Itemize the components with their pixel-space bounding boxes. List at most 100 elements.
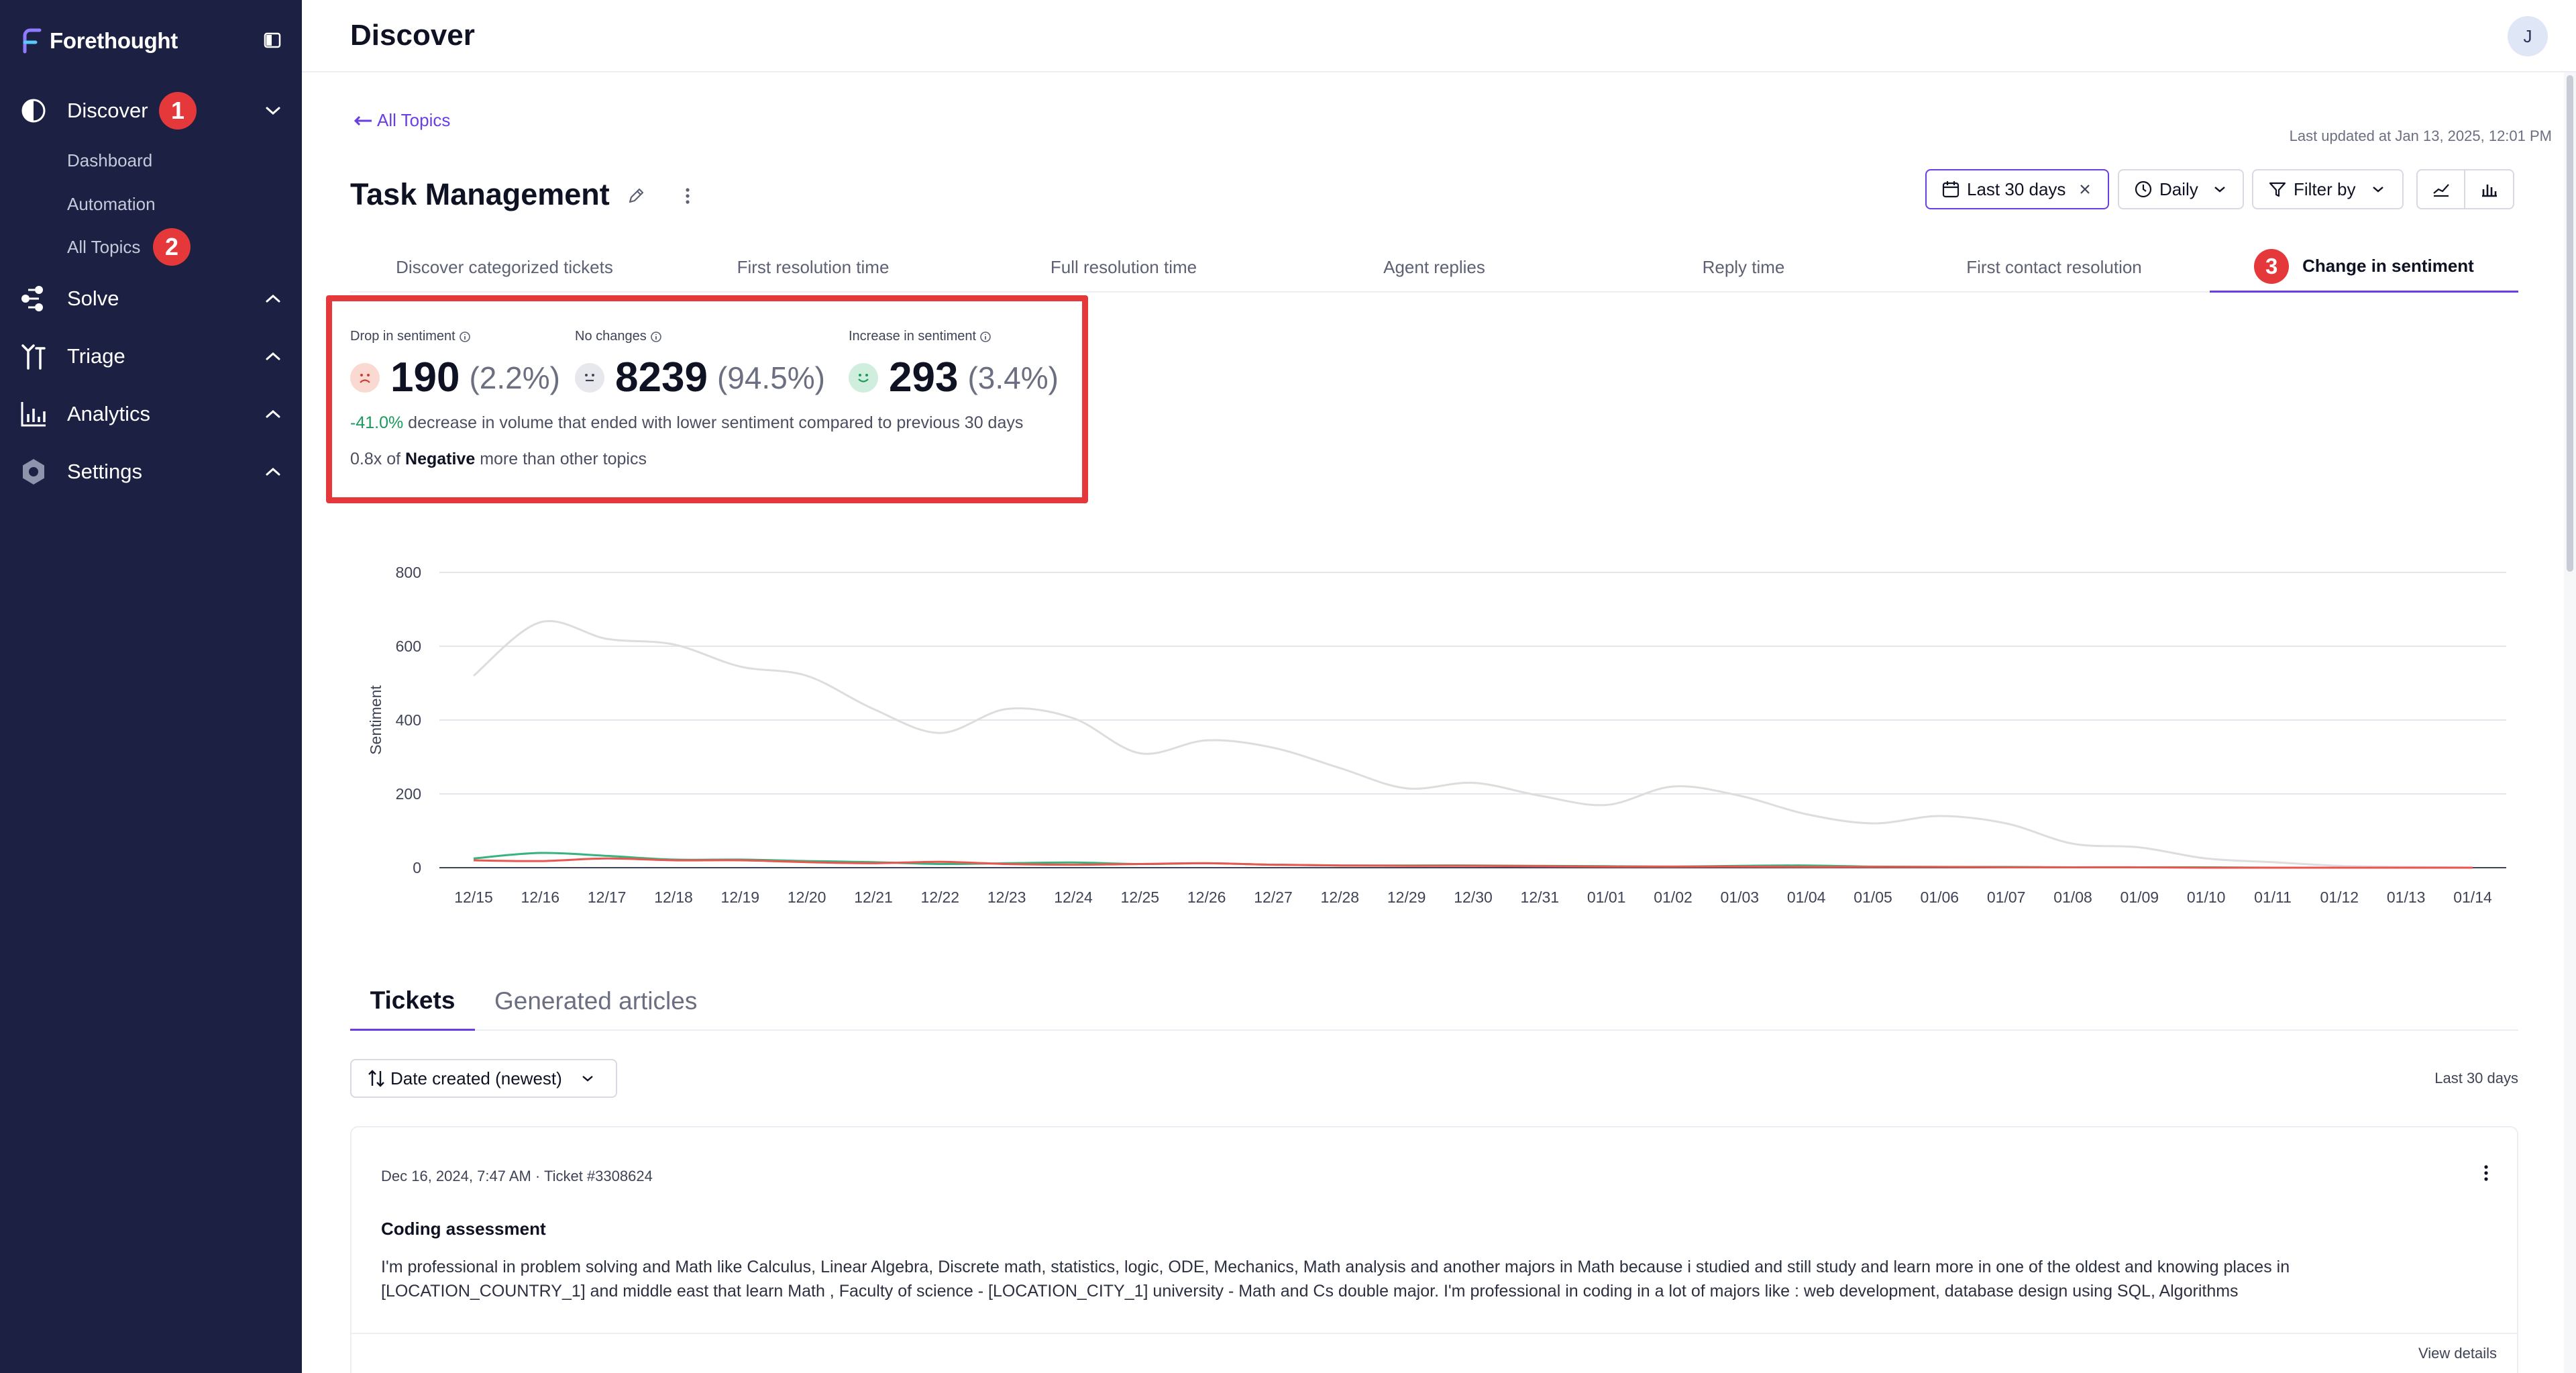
series-line-0[interactable] bbox=[473, 620, 2473, 869]
chevron-down-icon[interactable] bbox=[262, 99, 284, 122]
sidebar-item-discover[interactable]: Discover bbox=[0, 87, 302, 134]
more-vertical-icon bbox=[2484, 1165, 2488, 1181]
ticket-more-button[interactable] bbox=[2473, 1160, 2500, 1186]
chevron-up-icon[interactable] bbox=[262, 345, 284, 368]
ticket-card[interactable]: Dec 16, 2024, 7:47 AM · Ticket #3308624 … bbox=[350, 1126, 2518, 1373]
back-to-all-topics-link[interactable]: All Topics bbox=[353, 110, 450, 131]
x-tick-label: 12/21 bbox=[854, 888, 893, 906]
tab-generated-articles[interactable]: Generated articles bbox=[494, 987, 698, 1015]
ticket-body: I'm professional in problem solving and … bbox=[381, 1258, 2290, 1301]
step-badge-2: 2 bbox=[153, 228, 191, 266]
filter-dropdown[interactable]: Filter by bbox=[2252, 169, 2404, 209]
bar-chart-toggle[interactable] bbox=[2465, 170, 2513, 208]
highlight-box bbox=[326, 295, 1088, 503]
calendar-icon bbox=[1942, 181, 1960, 198]
x-tick-label: 01/14 bbox=[2453, 888, 2492, 906]
step-badge-1: 1 bbox=[159, 92, 197, 130]
bar-chart-icon bbox=[2481, 185, 2497, 197]
x-tick-label: 12/23 bbox=[987, 888, 1026, 906]
sidebar-item-triage[interactable]: Triage bbox=[0, 333, 302, 380]
x-tick-label: 01/13 bbox=[2387, 888, 2426, 906]
chevron-down-icon bbox=[2371, 185, 2385, 194]
metric-label: Drop in sentiment bbox=[350, 329, 455, 344]
clear-date-range-icon[interactable] bbox=[2079, 183, 2091, 195]
sad-face-icon bbox=[350, 362, 380, 393]
x-tick-label: 12/27 bbox=[1254, 888, 1293, 906]
info-icon[interactable] bbox=[459, 331, 471, 343]
metric-tabs: Discover categorized tickets First resol… bbox=[350, 242, 2518, 293]
sort-dropdown[interactable]: Date created (newest) bbox=[350, 1059, 617, 1098]
scrollbar-thumb[interactable] bbox=[2567, 75, 2573, 572]
sidebar-item-analytics[interactable]: Analytics bbox=[0, 391, 302, 438]
x-tick-label: 01/07 bbox=[1987, 888, 2026, 906]
x-tick-label: 12/24 bbox=[1054, 888, 1093, 906]
tab-reply-time[interactable]: Reply time bbox=[1702, 256, 1785, 277]
metric-label: Increase in sentiment bbox=[849, 329, 977, 344]
x-tick-label: 01/05 bbox=[1854, 888, 1892, 906]
info-icon[interactable] bbox=[650, 331, 662, 343]
tab-full-resolution-time[interactable]: Full resolution time bbox=[1050, 256, 1197, 277]
negative-ratio-text: more than other topics bbox=[480, 450, 647, 468]
x-tick-label: 01/10 bbox=[2187, 888, 2226, 906]
sidebar-subitem-automation[interactable]: Automation bbox=[67, 193, 156, 214]
metric-value: 293 bbox=[889, 354, 959, 401]
brand-name: Forethought bbox=[50, 28, 178, 53]
info-icon[interactable] bbox=[979, 331, 991, 343]
tab-agent-replies[interactable]: Agent replies bbox=[1383, 256, 1485, 277]
granularity-dropdown[interactable]: Daily bbox=[2118, 169, 2244, 209]
edit-topic-button[interactable] bbox=[623, 183, 649, 209]
brand[interactable]: Forethought bbox=[20, 26, 178, 56]
topic-more-button[interactable] bbox=[674, 183, 701, 209]
sidebar-item-settings[interactable]: Settings bbox=[0, 448, 302, 495]
chevron-up-icon[interactable] bbox=[262, 460, 284, 483]
solve-icon bbox=[19, 284, 48, 313]
volume-change-text: decrease in volume that ended with lower… bbox=[408, 413, 1024, 432]
forethought-logo-icon bbox=[20, 26, 44, 56]
range-label: Last 30 days bbox=[2434, 1070, 2518, 1086]
metric-label: No changes bbox=[575, 329, 647, 344]
tab-tickets[interactable]: Tickets bbox=[350, 972, 475, 1031]
chevron-up-icon[interactable] bbox=[262, 287, 284, 310]
tab-first-contact-resolution[interactable]: First contact resolution bbox=[1966, 256, 2142, 277]
metric-percent: (2.2%) bbox=[469, 360, 560, 395]
scrollbar[interactable] bbox=[2564, 72, 2576, 1373]
x-tick-label: 12/28 bbox=[1321, 888, 1360, 906]
metric-value: 190 bbox=[390, 354, 460, 401]
y-tick-label: 400 bbox=[396, 711, 421, 729]
date-range-label: Last 30 days bbox=[1967, 179, 2066, 199]
step-badge-3: 3 bbox=[2254, 248, 2290, 284]
sidebar-item-label: Triage bbox=[67, 344, 125, 368]
avatar[interactable]: J bbox=[2508, 16, 2548, 56]
x-tick-label: 12/16 bbox=[521, 888, 560, 906]
volume-change-note: -41.0% decrease in volume that ended wit… bbox=[350, 413, 1023, 433]
line-chart-toggle[interactable] bbox=[2418, 170, 2466, 208]
metric-value: 8239 bbox=[615, 354, 708, 401]
x-tick-label: 12/29 bbox=[1387, 888, 1426, 906]
collapse-sidebar-button[interactable] bbox=[262, 30, 283, 51]
view-details-link[interactable]: View details bbox=[2418, 1345, 2497, 1362]
sort-icon bbox=[368, 1070, 384, 1087]
chevron-up-icon[interactable] bbox=[262, 403, 284, 425]
sidebar-item-solve[interactable]: Solve bbox=[0, 275, 302, 322]
x-tick-label: 01/03 bbox=[1721, 888, 1760, 906]
chevron-down-icon bbox=[2213, 185, 2226, 194]
x-tick-label: 12/31 bbox=[1521, 888, 1560, 906]
chart-type-toggle bbox=[2416, 169, 2514, 209]
tab-discover-categorized-tickets[interactable]: Discover categorized tickets bbox=[396, 256, 613, 277]
sidebar-subitem-dashboard[interactable]: Dashboard bbox=[67, 150, 153, 170]
tab-change-in-sentiment[interactable]: 3 Change in sentiment bbox=[2210, 242, 2518, 293]
x-tick-label: 12/17 bbox=[588, 888, 627, 906]
negative-ratio-value: 0.8x bbox=[350, 450, 382, 468]
topic-title: Task Management bbox=[350, 177, 610, 211]
triage-icon bbox=[19, 342, 48, 371]
x-tick-label: 12/22 bbox=[921, 888, 960, 906]
tab-first-resolution-time[interactable]: First resolution time bbox=[737, 256, 890, 277]
x-tick-label: 12/25 bbox=[1121, 888, 1160, 906]
sidebar-item-label: Solve bbox=[67, 287, 119, 310]
sidebar-subitem-all-topics[interactable]: All Topics bbox=[67, 236, 141, 257]
ticket-title: Coding assessment bbox=[381, 1219, 546, 1239]
date-range-picker[interactable]: Last 30 days bbox=[1925, 169, 2109, 209]
series-line-2[interactable] bbox=[473, 857, 2473, 869]
last-updated-text: Last updated at Jan 13, 2025, 12:01 PM bbox=[2289, 128, 2552, 144]
analytics-icon bbox=[19, 399, 48, 429]
